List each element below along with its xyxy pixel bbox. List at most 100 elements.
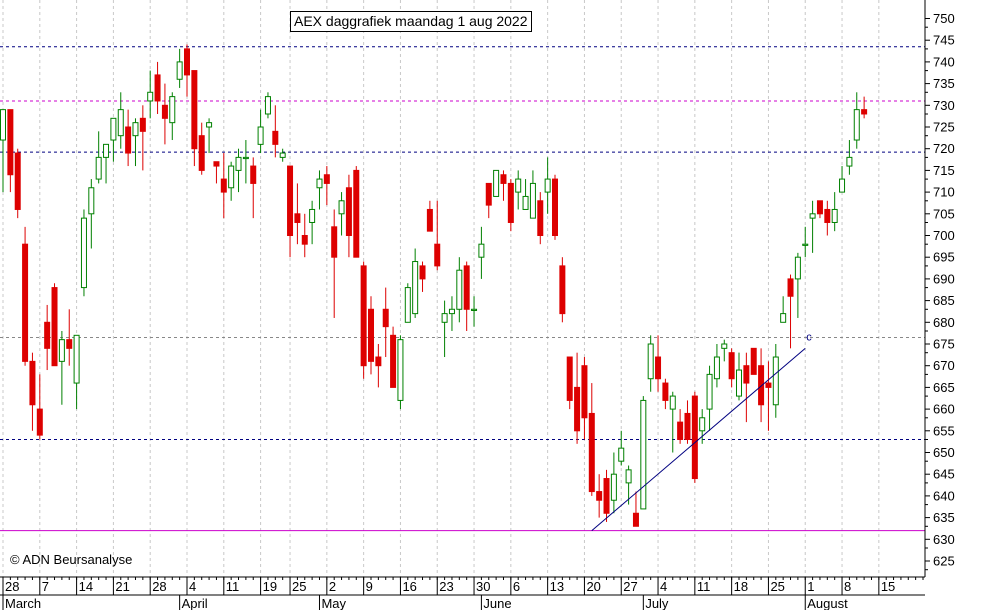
candle-body (51, 287, 58, 367)
trendline (591, 347, 806, 532)
y-tick-label: 640 (933, 488, 955, 503)
candle-body (448, 308, 455, 315)
candle-body (574, 386, 581, 432)
y-tick-label: 645 (933, 467, 955, 482)
x-tick-label: 9 (366, 579, 373, 594)
candle-body (272, 130, 279, 145)
y-tick-label: 700 (933, 228, 955, 243)
candle-body (566, 356, 573, 401)
x-tick-label: 30 (476, 579, 490, 594)
candle-body (647, 343, 654, 380)
candle-body (29, 360, 36, 406)
x-tick-label: 11 (697, 579, 711, 594)
candles (0, 44, 868, 527)
x-tick-label: 2 (329, 579, 336, 594)
candle-body (220, 178, 227, 193)
candle-body (331, 226, 338, 258)
candle-body (677, 421, 684, 440)
y-tick-label: 730 (933, 98, 955, 113)
month-label: June (483, 596, 511, 610)
x-tick-label: 4 (660, 579, 667, 594)
y-tick-label: 625 (933, 554, 955, 569)
candle-body (537, 200, 544, 236)
y-tick-label: 685 (933, 293, 955, 308)
candle-body (198, 135, 205, 171)
candle-body (309, 208, 316, 223)
x-tick-label: 21 (115, 579, 129, 594)
candle-body (242, 156, 249, 160)
candle-body (684, 412, 691, 440)
candle-body (736, 369, 742, 397)
candle-body (706, 373, 713, 410)
y-tick-label: 660 (933, 402, 955, 417)
candle-body (7, 109, 14, 176)
candle-body (493, 169, 500, 197)
candle-body (338, 200, 345, 215)
y-tick-label: 735 (933, 76, 955, 91)
candle-body (632, 512, 639, 527)
month-label: August (807, 596, 848, 610)
candle-body (824, 208, 831, 223)
candle-body (853, 109, 860, 141)
candle-body (360, 265, 367, 367)
candle-body (699, 417, 706, 432)
candle-body (419, 265, 426, 280)
candle-body (353, 169, 360, 258)
candle-body (802, 243, 809, 246)
candle-body (471, 308, 478, 311)
y-tick-label: 720 (933, 141, 955, 156)
candle-body (287, 165, 294, 236)
candle-body (728, 352, 735, 380)
y-tick-label: 675 (933, 337, 955, 352)
candle-body (816, 200, 823, 215)
candle-body (154, 74, 161, 102)
x-tick-label: 11 (226, 579, 240, 594)
candle-body (522, 195, 529, 210)
y-tick-label: 740 (933, 54, 955, 69)
candle-body (235, 156, 242, 171)
x-axis: 28 7 14 21 28 4 11 19 25 2 9 16 23 30 6 13 20 27 4 11 18 25 1 8… (0, 576, 925, 610)
candle-body (581, 365, 588, 419)
candle-body (861, 109, 868, 115)
x-tick-label: 23 (439, 579, 453, 594)
y-tick-label: 665 (933, 380, 955, 395)
candle-body (14, 152, 21, 210)
candle-body (412, 261, 419, 315)
x-tick-label: 20 (586, 579, 600, 594)
candle-body (691, 395, 698, 480)
candle-body (44, 321, 51, 349)
candle-body (250, 165, 257, 184)
y-tick-label: 750 (933, 11, 955, 26)
x-tick-label: 25 (292, 579, 306, 594)
candle-body (404, 287, 411, 323)
candle-body (441, 313, 448, 323)
x-tick-label: 6 (513, 579, 520, 594)
candle-body (103, 143, 110, 158)
x-tick-label: 16 (402, 579, 416, 594)
y-tick-label: 725 (933, 120, 955, 135)
y-tick-label: 650 (933, 445, 955, 460)
candle-body (758, 365, 765, 406)
candle-body (669, 395, 676, 410)
y-tick-label: 710 (933, 185, 955, 200)
candle-body (161, 104, 168, 119)
candle-body (390, 334, 397, 388)
y-tick-label: 715 (933, 163, 955, 178)
candle-body (110, 117, 117, 141)
candle-body (625, 469, 632, 484)
candle-body (794, 256, 801, 280)
chart-title: AEX daggrafiek maandag 1 aug 2022 (290, 11, 532, 32)
candle-body (765, 382, 772, 388)
x-tick-label: 25 (770, 579, 784, 594)
candle-body (485, 182, 492, 206)
candle-body (316, 178, 323, 189)
candle-body (463, 265, 470, 310)
y-tick-label: 680 (933, 315, 955, 330)
trendline-label: c (806, 331, 812, 343)
candle-body (846, 156, 853, 167)
x-tick-label: 27 (623, 579, 637, 594)
candle-body (809, 213, 816, 219)
candle-body (206, 122, 213, 128)
candle-body (95, 156, 102, 180)
candle-body (191, 70, 198, 150)
